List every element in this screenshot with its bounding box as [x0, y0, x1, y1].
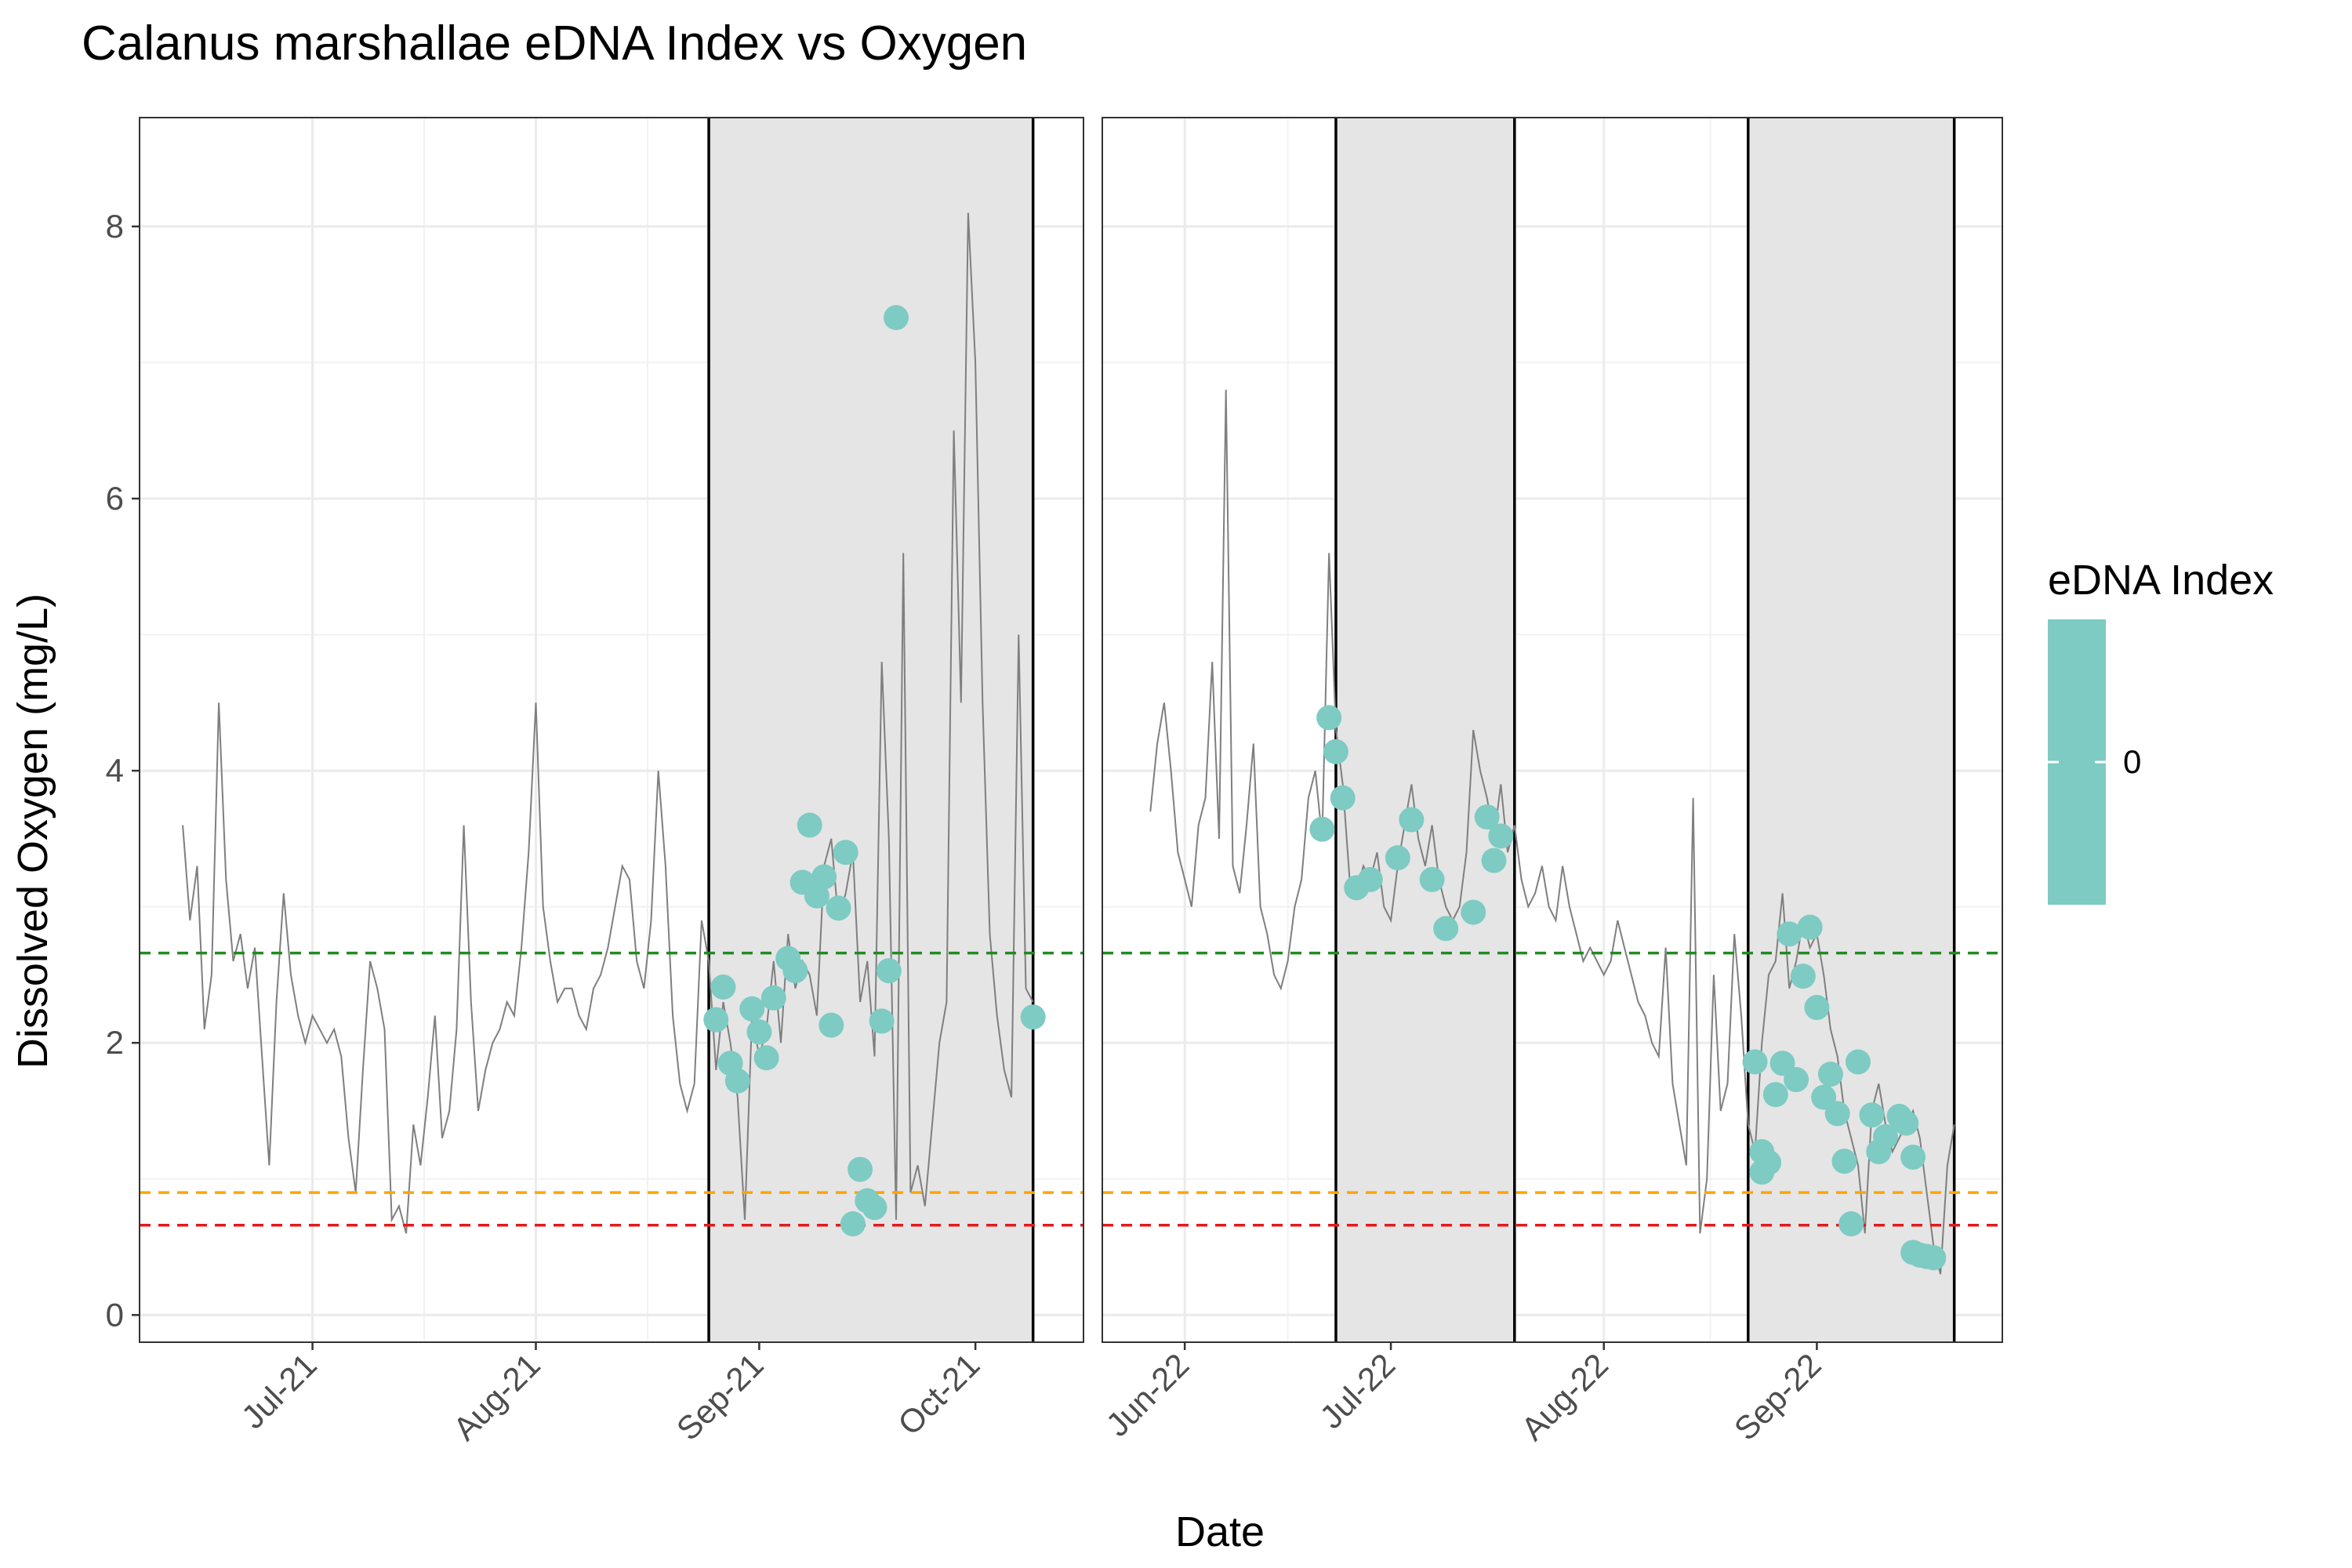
edna-point — [1859, 1102, 1885, 1128]
edna-point — [869, 1008, 895, 1034]
edna-point — [1316, 705, 1342, 731]
panel-border — [1102, 117, 2003, 1343]
x-tick-label: Jun-22 — [1098, 1346, 1196, 1443]
edna-point — [1474, 804, 1500, 830]
edna-point — [1742, 1049, 1768, 1075]
edna-point — [1831, 1149, 1857, 1174]
edna-point — [840, 1211, 866, 1237]
y-tick-label: 4 — [106, 752, 124, 789]
edna-point — [1784, 1067, 1809, 1093]
edna-point — [884, 305, 909, 331]
edna-point — [804, 883, 829, 909]
edna-point — [1804, 995, 1830, 1021]
edna-point — [1488, 823, 1514, 849]
edna-point — [760, 985, 786, 1011]
edna-point — [848, 1156, 873, 1182]
chart-title: Calanus marshallae eDNA Index vs Oxygen — [82, 16, 1027, 71]
edna-point — [833, 840, 858, 866]
edna-point — [876, 958, 902, 984]
edna-point — [1481, 848, 1507, 873]
edna-point — [739, 996, 765, 1022]
sampling-period-shade — [1335, 118, 1515, 1342]
edna-point — [724, 1068, 750, 1094]
edna-point — [1817, 1062, 1843, 1087]
edna-point — [862, 1195, 887, 1221]
edna-point — [1461, 899, 1486, 925]
y-tick-label: 8 — [106, 208, 124, 245]
edna-point — [1824, 1101, 1850, 1127]
edna-point — [1921, 1245, 1947, 1271]
edna-point — [1357, 866, 1383, 892]
edna-point — [818, 1012, 844, 1038]
edna-point — [1797, 914, 1823, 940]
edna-point — [1433, 916, 1459, 942]
x-tick-label: Aug-22 — [1514, 1346, 1615, 1447]
edna-point — [1893, 1110, 1919, 1136]
edna-point — [1330, 785, 1356, 811]
edna-point — [826, 895, 851, 921]
edna-point — [782, 958, 808, 984]
edna-point — [1399, 807, 1425, 833]
x-tick-label: Aug-21 — [446, 1346, 547, 1447]
x-axis-title: Date — [1175, 1508, 1265, 1555]
edna-point — [1762, 1082, 1788, 1108]
edna-point — [811, 864, 837, 890]
x-tick-label: Sep-21 — [670, 1346, 771, 1447]
x-tick-label: Jul-22 — [1312, 1346, 1402, 1436]
edna-point — [797, 812, 822, 838]
edna-point — [1419, 866, 1445, 892]
panel-2: Jun-22 Jul-22 Aug-22 Sep-22 — [1098, 117, 2003, 1447]
edna-point — [1385, 845, 1410, 871]
panel-1: 0 2 4 6 8 Jul-21 Aug-21 Sep-21 Oct-21 — [106, 117, 1084, 1447]
y-tick-label: 6 — [106, 480, 124, 517]
edna-point — [703, 1007, 729, 1033]
edna-point — [746, 1019, 772, 1045]
y-tick-label: 2 — [106, 1024, 124, 1061]
edna-point — [1323, 739, 1348, 764]
edna-point — [1873, 1123, 1899, 1149]
edna-point — [1756, 1149, 1782, 1175]
edna-point — [1900, 1144, 1926, 1170]
edna-point — [1838, 1211, 1864, 1237]
edna-point — [1777, 921, 1802, 947]
y-tick-label: 0 — [106, 1296, 124, 1333]
y-axis-title: Dissolved Oxygen (mg/L) — [9, 593, 56, 1069]
legend-title: eDNA Index — [2048, 557, 2274, 604]
edna-point — [1309, 816, 1335, 842]
edna-point — [1845, 1049, 1871, 1075]
edna-point — [753, 1045, 779, 1071]
legend: eDNA Index 0 — [2048, 557, 2274, 905]
sampling-period-shade — [709, 118, 1033, 1342]
edna-point — [710, 975, 736, 1000]
x-tick-label: Oct-21 — [891, 1346, 986, 1442]
panel-border — [139, 117, 1084, 1343]
x-tick-label: Sep-22 — [1727, 1346, 1828, 1447]
edna-point — [1790, 964, 1816, 989]
plot-panels: 0 2 4 6 8 Jul-21 Aug-21 Sep-21 Oct-21 Jun-22 Jul-2… — [106, 117, 2003, 1447]
edna-point — [1020, 1004, 1046, 1030]
legend-label: 0 — [2123, 743, 2141, 780]
x-tick-label: Jul-21 — [234, 1346, 324, 1436]
